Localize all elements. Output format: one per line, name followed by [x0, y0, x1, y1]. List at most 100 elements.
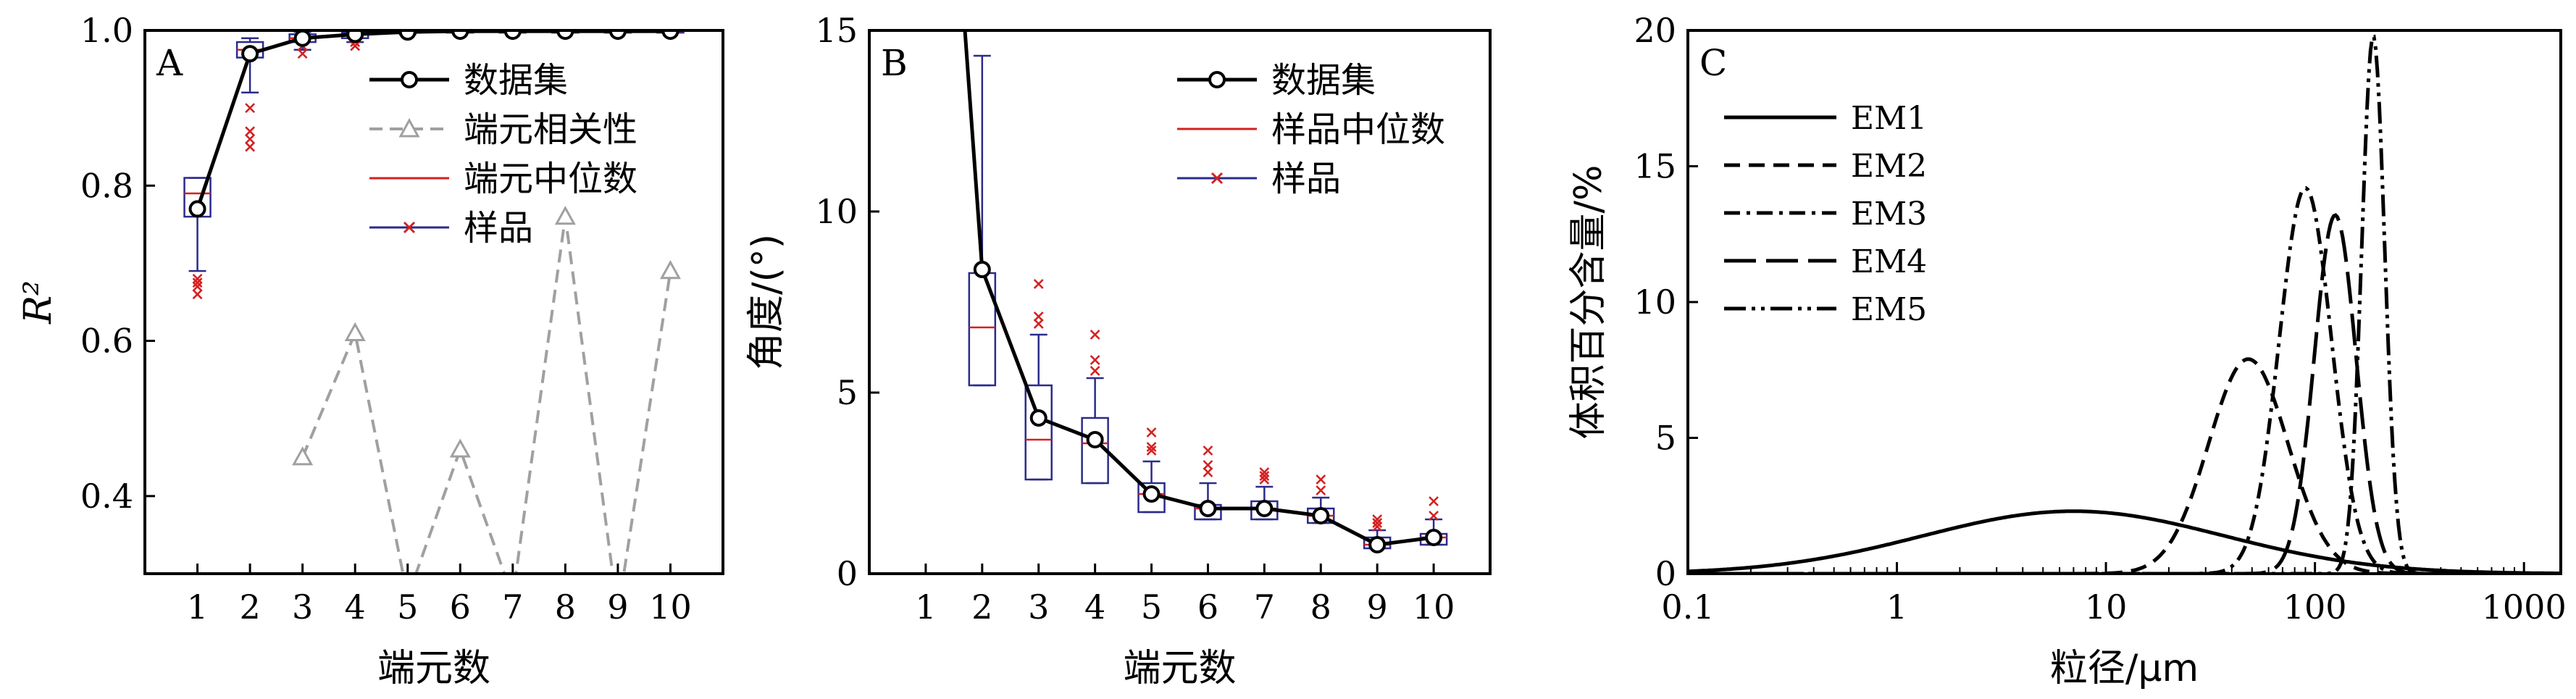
outlier-point	[192, 277, 203, 288]
dataset-point	[1029, 409, 1047, 427]
plot-area	[963, 30, 1448, 553]
x-tick-label: 3	[1028, 587, 1049, 627]
outlier-point	[1146, 427, 1157, 438]
dataset-point	[1086, 431, 1104, 448]
outlier-point	[1372, 522, 1383, 532]
x-tick-label: 10	[649, 587, 692, 627]
dataset-point	[1425, 529, 1443, 546]
panel-letter: C	[1699, 42, 1727, 84]
outlier-point	[1203, 467, 1213, 477]
outlier-point	[1372, 514, 1383, 524]
legend-swatch-marker	[401, 71, 418, 88]
outlier-point	[1033, 319, 1044, 329]
outlier-point	[192, 273, 203, 284]
x-tick-label: 4	[345, 587, 366, 627]
dataset-point	[1312, 507, 1330, 524]
legend-swatch-marker	[403, 221, 416, 234]
outlier-point	[1090, 366, 1100, 376]
legend-item-em4: EM4	[1724, 243, 1927, 280]
dataset-point	[398, 30, 417, 41]
outlier-point	[1316, 474, 1326, 485]
legend-swatch-marker	[1210, 172, 1224, 185]
y-tick-label: 15	[815, 11, 858, 50]
x-tick-label: 3	[292, 587, 313, 627]
dataset-line	[963, 30, 1434, 547]
x-tick-label: 1	[915, 587, 936, 627]
legend-item-sample: 样品	[1177, 159, 1341, 199]
x-tick-label: 2	[971, 587, 992, 627]
outlier-point	[1316, 485, 1326, 495]
correlation-point	[554, 206, 576, 225]
dataset-point	[1142, 485, 1161, 503]
outlier-point	[245, 126, 256, 137]
y-axis-label: 角度/(°)	[745, 234, 788, 370]
legend-label: EM1	[1851, 100, 1927, 137]
y-tick-label: 10	[1634, 282, 1676, 322]
outlier-point	[1033, 279, 1044, 289]
y-tick-label: 0	[1655, 554, 1676, 593]
outlier-point	[1203, 460, 1213, 470]
outlier-point	[245, 134, 256, 144]
outlier-point	[1259, 474, 1270, 485]
legend: EM1 EM2 EM3 EM4 EM5	[1724, 100, 1927, 328]
panel-a-recovery-chart: 1 2 3 4 5 6 7 8 9 10 0.4 0.6 0.8 1.0 A 端元数 R² 数据集端元相关性端元中…	[17, 11, 724, 690]
x-axis-label: 端元数	[1123, 647, 1236, 690]
legend-label: 数据集	[1271, 60, 1376, 101]
curve-em2	[1688, 357, 2561, 574]
x-tick-label: 8	[555, 587, 576, 627]
x-tick-label: 10	[2085, 587, 2128, 627]
legend-label: EM2	[1851, 148, 1927, 185]
box-4	[1081, 330, 1109, 485]
legend-label: EM4	[1851, 243, 1927, 280]
dataset-point	[188, 200, 206, 218]
legend-label: EM5	[1851, 291, 1927, 328]
outlier-point	[1146, 442, 1157, 452]
outlier-point	[1429, 511, 1439, 521]
legend-item-em3: EM3	[1724, 196, 1927, 233]
y-tick-label: 0	[837, 554, 858, 593]
legend-label: 端元中位数	[464, 159, 637, 199]
box-1	[183, 177, 212, 300]
x-tick-label: 9	[607, 587, 628, 627]
box-3	[1024, 279, 1053, 481]
y-tick-label: 0.6	[80, 322, 133, 361]
correlation-point	[659, 260, 682, 280]
x-tick-label: 1	[187, 587, 208, 627]
legend-item-em5: EM5	[1724, 291, 1927, 328]
legend-item-dataset: 数据集	[1177, 60, 1376, 101]
panel-letter: A	[156, 42, 183, 84]
x-tick-label: 1000	[2482, 587, 2567, 627]
correlation-point	[449, 438, 471, 458]
x-tick-label: 4	[1084, 587, 1105, 627]
dataset-point	[1199, 500, 1217, 517]
outlier-point	[245, 141, 256, 152]
legend-swatch-marker	[398, 117, 420, 138]
x-tick-label: 7	[502, 587, 523, 627]
legend-item-corr: 端元相关性	[369, 109, 637, 150]
outlier-point	[1090, 330, 1100, 340]
legend-label: 数据集	[464, 60, 568, 101]
legend-item-em2: EM2	[1724, 148, 1927, 185]
legend-item-median: 端元中位数	[369, 159, 637, 199]
curve-em4	[1688, 213, 2561, 574]
y-tick-label: 10	[815, 192, 858, 231]
outlier-point	[297, 49, 308, 59]
legend-item-median: 样品中位数	[1177, 109, 1445, 150]
outlier-point	[1259, 471, 1270, 481]
y-tick-label: 15	[1634, 147, 1676, 186]
x-axis-label: 端元数	[377, 647, 490, 690]
y-tick-label: 1.0	[80, 11, 133, 50]
dataset-point	[346, 30, 364, 43]
outlier-point	[1372, 518, 1383, 528]
y-tick-label: 5	[1655, 419, 1676, 458]
y-axis-label: R²	[17, 280, 60, 325]
plot-frame	[143, 29, 724, 575]
outlier-point	[192, 281, 203, 292]
correlation-point	[344, 322, 366, 341]
box-2	[968, 54, 997, 387]
dataset-point	[241, 45, 259, 63]
x-tick-label: 5	[397, 587, 418, 627]
